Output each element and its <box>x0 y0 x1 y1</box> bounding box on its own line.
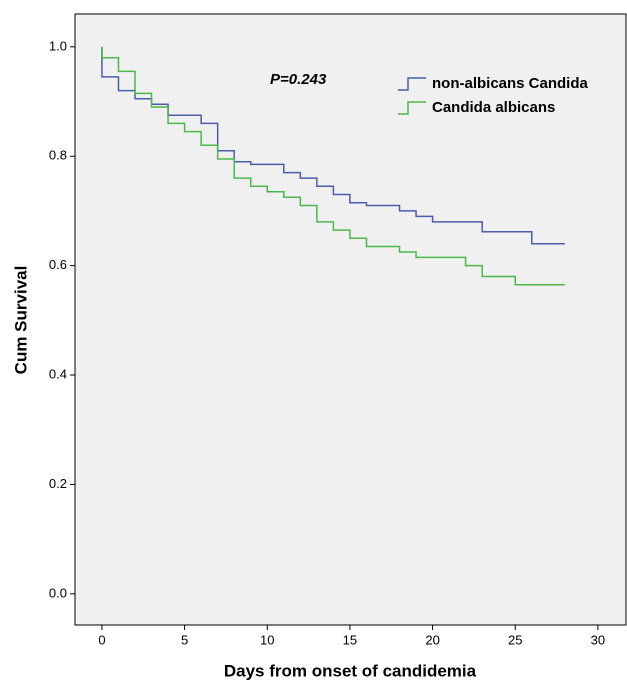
y-axis-title: Cum Survival <box>11 266 30 375</box>
y-tick-label: 0.6 <box>49 257 67 272</box>
y-tick-label: 1.0 <box>49 38 67 53</box>
y-tick-label: 0.8 <box>49 148 67 163</box>
x-tick-label: 5 <box>181 632 188 647</box>
y-tick-label: 0.2 <box>49 476 67 491</box>
annotation: P=0.243 <box>270 71 327 88</box>
x-axis-title: Days from onset of candidemia <box>224 661 477 680</box>
plot-area <box>74 13 627 626</box>
legend-swatch <box>398 77 426 91</box>
legend-swatch <box>398 101 426 115</box>
x-tick-label: 10 <box>260 632 274 647</box>
y-tick-label: 0.4 <box>49 366 67 381</box>
x-tick-label: 25 <box>508 632 522 647</box>
x-tick-label: 30 <box>591 632 605 647</box>
x-tick-label: 15 <box>343 632 357 647</box>
y-tick-label: 0.0 <box>49 585 67 600</box>
x-tick-label: 0 <box>98 632 105 647</box>
x-tick-label: 20 <box>425 632 439 647</box>
survival-line <box>101 46 565 286</box>
legend-label: Candida albicans <box>432 99 555 116</box>
legend-label: non-albicans Candida <box>432 75 589 92</box>
